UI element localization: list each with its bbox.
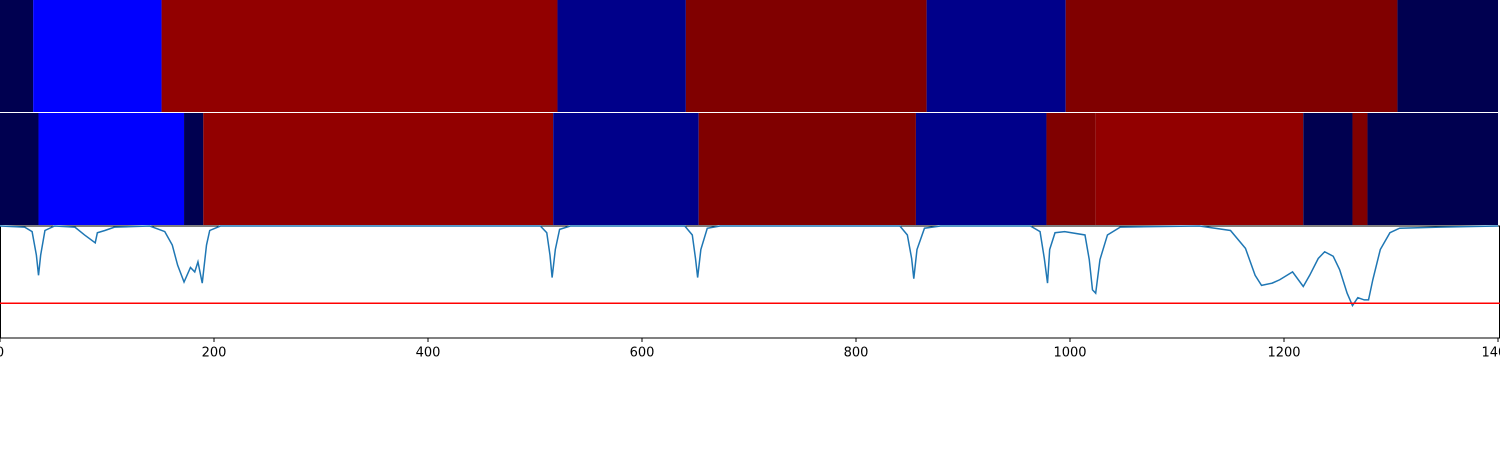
- segment: [915, 113, 1047, 225]
- x-tick-label: 1200: [1267, 346, 1300, 361]
- segment: [184, 113, 204, 225]
- segment: [1095, 113, 1304, 225]
- x-tick-label: 800: [844, 346, 869, 361]
- segment: [1352, 113, 1368, 225]
- segment: [38, 113, 185, 225]
- segment: [1065, 0, 1398, 112]
- x-tick-label: 1000: [1053, 346, 1086, 361]
- data-line: [0, 225, 1499, 308]
- segment: [203, 113, 554, 225]
- x-tick-label: 0: [0, 346, 4, 361]
- segment: [1397, 0, 1498, 112]
- segment: [685, 0, 927, 112]
- segment: [1303, 113, 1353, 225]
- segment: [557, 0, 686, 112]
- x-tick-label: 1400: [1481, 346, 1500, 361]
- x-tick-label: 200: [202, 346, 227, 361]
- segment: [926, 0, 1066, 112]
- segment: [0, 113, 39, 225]
- segment: [161, 0, 558, 112]
- segment: [553, 113, 699, 225]
- segment: [0, 0, 34, 112]
- x-tick-label: 600: [630, 346, 655, 361]
- x-tick-label: 400: [416, 346, 441, 361]
- segment: [1367, 113, 1498, 225]
- segment: [33, 0, 162, 112]
- plot-frame: [0, 225, 1500, 339]
- segment: [1046, 113, 1096, 225]
- segment: [698, 113, 916, 225]
